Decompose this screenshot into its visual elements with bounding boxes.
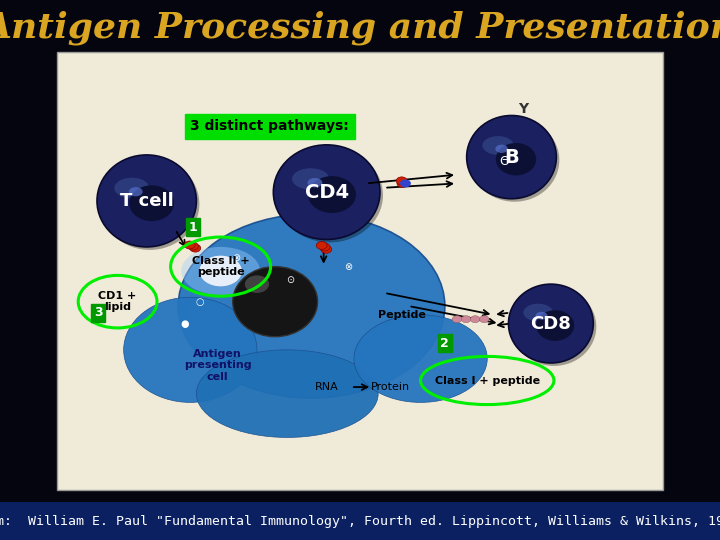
Ellipse shape — [397, 179, 408, 187]
Text: ⊙: ⊙ — [287, 275, 294, 285]
Ellipse shape — [100, 158, 199, 250]
Ellipse shape — [114, 178, 149, 198]
Ellipse shape — [184, 241, 195, 249]
Text: Y: Y — [518, 102, 528, 116]
Text: ⊗: ⊗ — [232, 253, 240, 263]
Ellipse shape — [276, 148, 383, 242]
FancyBboxPatch shape — [0, 502, 720, 540]
Ellipse shape — [308, 176, 356, 213]
Ellipse shape — [400, 179, 411, 187]
Ellipse shape — [245, 275, 269, 293]
Text: ○: ○ — [195, 296, 204, 307]
Ellipse shape — [319, 243, 330, 251]
Ellipse shape — [97, 155, 197, 247]
Ellipse shape — [187, 242, 199, 250]
Ellipse shape — [452, 316, 462, 323]
Ellipse shape — [129, 187, 143, 197]
Text: From:  William E. Paul "Fundamental Immunology", Fourth ed. Lippincott, Williams: From: William E. Paul "Fundamental Immun… — [0, 515, 720, 528]
Ellipse shape — [354, 315, 487, 402]
Ellipse shape — [511, 287, 596, 366]
Ellipse shape — [462, 316, 471, 323]
Text: 2: 2 — [441, 337, 449, 350]
Text: 3: 3 — [94, 306, 102, 319]
Ellipse shape — [321, 245, 332, 253]
Text: 1: 1 — [189, 221, 198, 234]
Ellipse shape — [316, 241, 327, 249]
Ellipse shape — [495, 145, 508, 153]
Text: Antigen
presenting
cell: Antigen presenting cell — [184, 349, 251, 382]
Ellipse shape — [292, 168, 329, 190]
Text: Antigen Processing and Presentation: Antigen Processing and Presentation — [0, 11, 720, 45]
Text: T cell: T cell — [120, 192, 174, 210]
Ellipse shape — [179, 214, 445, 398]
Text: CD8: CD8 — [531, 315, 572, 333]
Ellipse shape — [197, 350, 378, 437]
Text: ⊗: ⊗ — [344, 261, 352, 272]
Text: CD1 +
lipid: CD1 + lipid — [99, 291, 137, 313]
Ellipse shape — [470, 316, 480, 323]
Text: 3 distinct pathways:: 3 distinct pathways: — [190, 119, 349, 133]
Ellipse shape — [274, 145, 380, 239]
Ellipse shape — [469, 118, 559, 202]
Ellipse shape — [233, 267, 318, 337]
Text: Peptide: Peptide — [379, 310, 426, 320]
Text: B: B — [504, 147, 519, 167]
Ellipse shape — [496, 143, 536, 176]
Text: Class I + peptide: Class I + peptide — [435, 375, 540, 386]
Text: ●: ● — [180, 319, 189, 328]
Ellipse shape — [536, 312, 547, 320]
Ellipse shape — [508, 284, 593, 363]
Ellipse shape — [181, 247, 260, 295]
Ellipse shape — [482, 136, 514, 155]
Ellipse shape — [124, 298, 257, 402]
Text: Class II +
peptide: Class II + peptide — [192, 256, 249, 278]
Ellipse shape — [523, 303, 553, 321]
Text: Protein: Protein — [371, 382, 410, 392]
Ellipse shape — [467, 116, 557, 199]
Text: RNA: RNA — [315, 382, 338, 392]
Ellipse shape — [536, 310, 575, 341]
Ellipse shape — [199, 255, 242, 286]
FancyBboxPatch shape — [57, 52, 663, 490]
Ellipse shape — [480, 316, 489, 323]
Ellipse shape — [307, 178, 323, 187]
Text: Θ: Θ — [499, 155, 509, 168]
Text: CD4: CD4 — [305, 183, 348, 201]
Ellipse shape — [190, 244, 201, 252]
Ellipse shape — [130, 185, 174, 221]
Ellipse shape — [396, 177, 407, 185]
